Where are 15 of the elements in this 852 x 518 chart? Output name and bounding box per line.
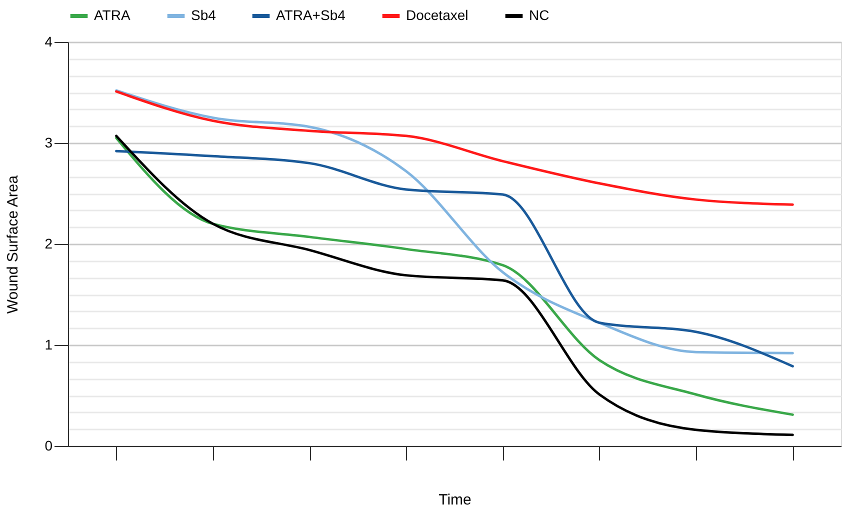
line-series [115,150,794,368]
y-axis-title: Wound Surface Area [4,174,22,314]
y-tick-label: 4 [44,34,53,50]
line-series [115,90,794,206]
y-tick-label: 0 [44,438,53,454]
legend-label: Sb4 [191,7,216,23]
legend-label: ATRA [94,7,131,23]
legend-label: ATRA+Sb4 [276,7,346,23]
line-series [115,89,794,354]
y-tick-label: 3 [44,134,53,150]
y-tick-label: 1 [44,336,53,352]
y-tick-label: 2 [44,236,53,252]
legend-label: NC [529,7,550,23]
x-axis-title: Time [438,492,472,508]
legend-label: Docetaxel [406,7,468,23]
